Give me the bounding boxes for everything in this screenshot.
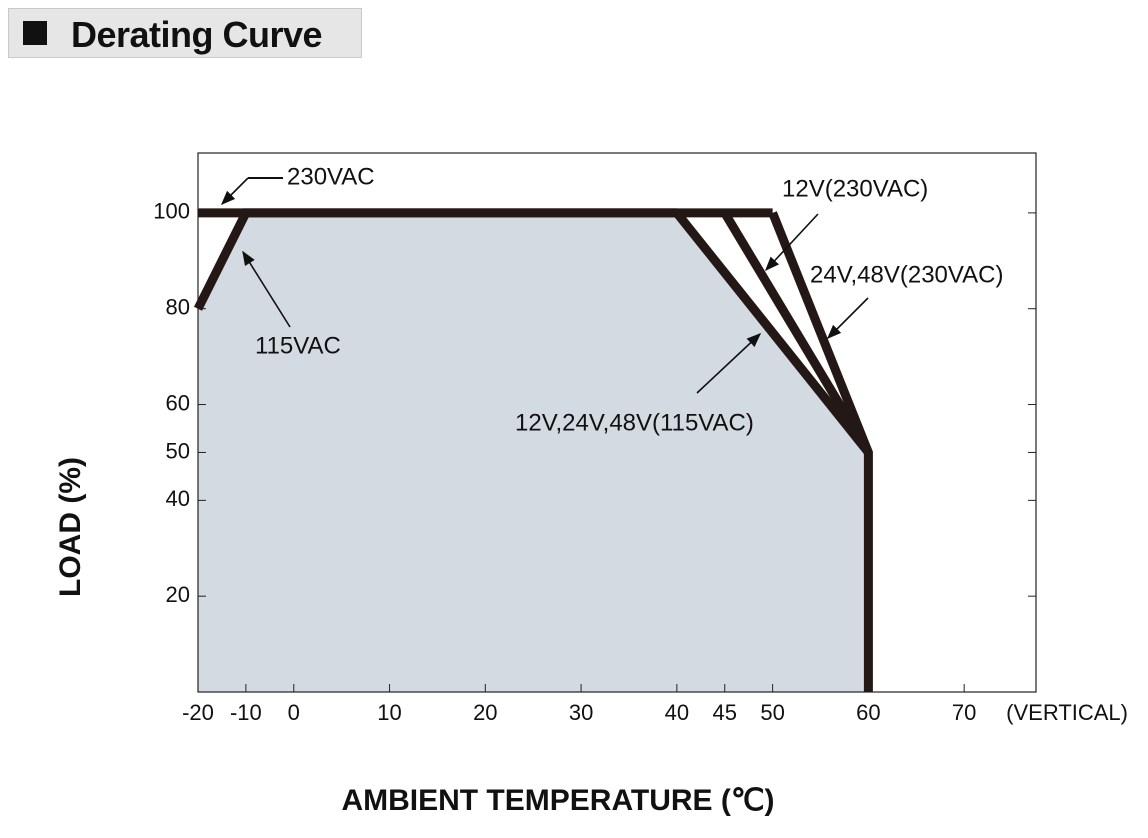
y-tick-label: 80 — [166, 295, 190, 320]
leader-arrow — [242, 250, 291, 328]
leader-arrow — [696, 333, 762, 394]
leader-arrow — [220, 177, 249, 206]
y-tick-label: 50 — [166, 438, 190, 463]
x-tick-label: 40 — [665, 700, 689, 725]
plot-frame — [197, 152, 1037, 693]
x-tick-label: 70 — [952, 700, 976, 725]
series-line — [193, 208, 677, 311]
x-axis-title: AMBIENT TEMPERATURE (℃) — [341, 784, 774, 817]
leader-arrow — [826, 297, 869, 340]
y-tick-label: 40 — [166, 486, 190, 511]
x-tick-label: -10 — [230, 700, 262, 725]
y-tick-label: 100 — [153, 199, 190, 224]
y-tick-label: 20 — [166, 582, 190, 607]
series-label: 12V(230VAC) — [782, 175, 928, 202]
area-fill — [198, 212, 869, 692]
header: Derating Curve — [8, 8, 362, 58]
chart-title: Derating Curve — [71, 14, 323, 55]
series-label: 115VAC — [255, 332, 341, 359]
x-tick-label: 60 — [856, 700, 880, 725]
x-tick-label: 30 — [569, 700, 593, 725]
x-axis-note: (VERTICAL) — [1006, 700, 1128, 725]
y-tick-label: 60 — [166, 390, 190, 415]
series-label: 230VAC — [287, 163, 375, 190]
series-line — [720, 210, 873, 455]
x-tick-label: 10 — [377, 700, 401, 725]
x-tick-label: 0 — [288, 700, 300, 725]
series-line — [673, 210, 872, 456]
series-label: 24V,48V(230VAC) — [810, 261, 1003, 288]
y-axis-title: LOAD (%) — [54, 457, 87, 597]
x-tick-label: 50 — [760, 700, 784, 725]
x-tick-label: -20 — [182, 700, 214, 725]
series-label: 12V,24V,48V(115VAC) — [515, 409, 754, 436]
leader-arrow — [765, 213, 819, 272]
x-tick-label: 20 — [473, 700, 497, 725]
x-tick-label: 45 — [713, 700, 737, 725]
header-icon — [23, 21, 47, 45]
